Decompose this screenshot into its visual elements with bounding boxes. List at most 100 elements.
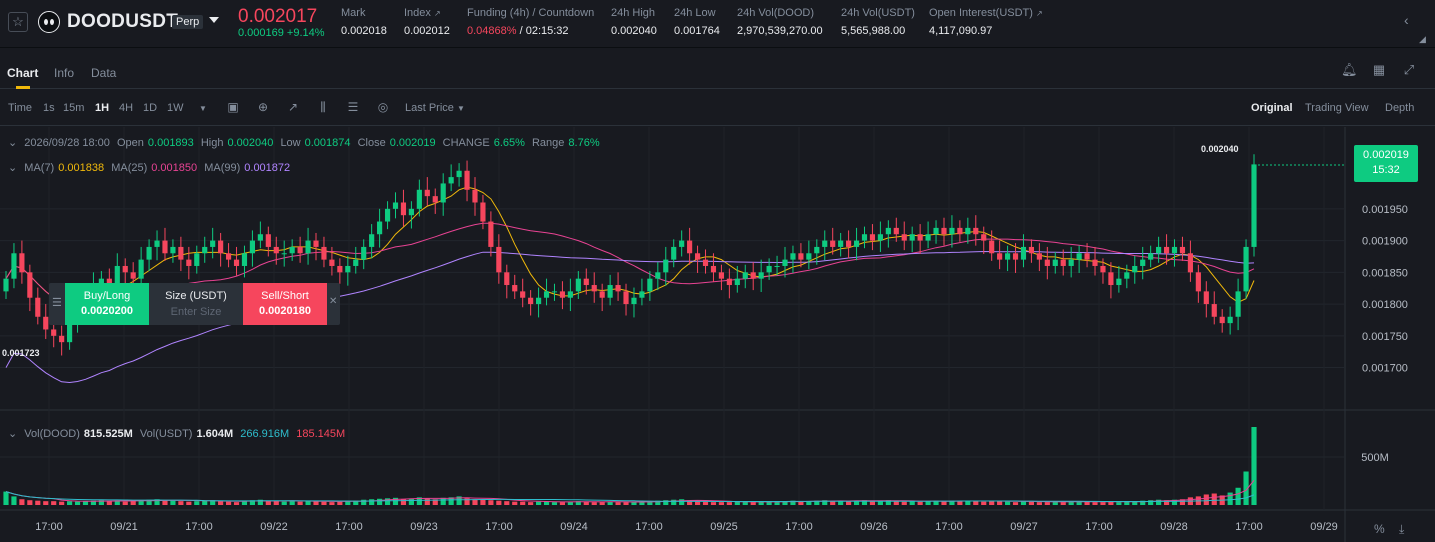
interval-more-chevron-icon[interactable]: ▼ (199, 104, 207, 113)
candle-body (718, 272, 724, 279)
volume-ma-line (5, 479, 1255, 503)
time-tick-label: 17:00 (635, 521, 663, 533)
settings-sliders-icon[interactable]: ☰ (347, 100, 359, 114)
chevron-down-icon[interactable]: ⌄ (8, 137, 18, 149)
candle-body (575, 278, 581, 292)
interval-1h[interactable]: 1H (95, 102, 110, 114)
vol-base-value: 2,970,539,270.00 (737, 25, 823, 37)
price-tick-label: 0.001950 (1362, 204, 1408, 216)
add-indicator-icon[interactable]: ⊕ (257, 100, 269, 114)
interval-1d[interactable]: 1D (143, 102, 158, 114)
time-tick-label: 09/27 (1010, 521, 1038, 533)
volume-bar (997, 501, 1003, 505)
volume-bar (114, 500, 120, 505)
candle-body (957, 227, 963, 235)
volume-bar (416, 497, 422, 505)
favorite-star-icon[interactable]: ☆ (8, 12, 28, 32)
volume-bar (1108, 501, 1114, 505)
open-interest-value: 4,117,090.97 (929, 25, 993, 37)
candle-body (710, 265, 717, 273)
candle-body (1156, 246, 1162, 254)
sell-short-button[interactable]: Sell/Short 0.0020180 (243, 283, 327, 325)
resize-corner-icon[interactable]: ◢ (1419, 34, 1426, 44)
price-chart[interactable]: 0.001950 0.001900 0.001850 0.001800 0.001750… (0, 127, 1435, 542)
candle-body (599, 291, 605, 298)
chevron-down-icon[interactable]: ⌄ (8, 162, 18, 174)
symbol-name[interactable]: DOODUSDT (67, 11, 179, 32)
volume-bar (321, 501, 327, 505)
size-input[interactable]: Enter Size (170, 306, 222, 318)
drag-handle-icon[interactable]: ☰ (52, 297, 62, 309)
candle-body (114, 265, 120, 292)
expand-icon[interactable]: ⤢ (1403, 62, 1415, 77)
calendar-icon[interactable]: ▣ (227, 100, 239, 114)
index-price-stat[interactable]: Index ↗ 0.002012 (404, 7, 450, 37)
candle-body (933, 227, 939, 235)
grid-layout-icon[interactable]: ▦ (1372, 62, 1386, 77)
low-label: Low (280, 137, 301, 149)
candle-type-icon[interactable]: ⫼ (320, 100, 326, 114)
volume-bar (671, 499, 677, 505)
candle-body (1060, 259, 1066, 266)
volume-bar (631, 502, 637, 505)
interval-1w[interactable]: 1W (167, 102, 184, 114)
volume-bar (1092, 502, 1098, 505)
volume-bar (504, 501, 510, 505)
candle-body (615, 285, 621, 292)
close-icon[interactable]: ✕ (329, 296, 338, 307)
size-field[interactable]: Size (USDT) Enter Size (149, 283, 243, 325)
price-tick-label: 0.001700 (1362, 363, 1408, 375)
candle-body (655, 272, 661, 279)
view-original[interactable]: Original (1251, 102, 1293, 114)
external-link-icon: ↗ (433, 9, 441, 18)
candle-body (583, 278, 589, 286)
candle-body (1116, 278, 1122, 286)
volume-bar (973, 501, 979, 505)
candle-body (1140, 259, 1146, 266)
volume-bar (218, 501, 224, 505)
view-trading-view[interactable]: Trading View (1305, 102, 1369, 114)
high-value: 0.002040 (227, 137, 274, 149)
candle-body (687, 240, 693, 254)
price-tick-label: 0.001900 (1362, 236, 1408, 248)
tab-data[interactable]: Data (91, 66, 117, 80)
percent-scale-icon[interactable]: % (1374, 522, 1385, 536)
interval-1s[interactable]: 1s (43, 102, 55, 114)
auto-scale-icon[interactable]: ⤓ (1399, 522, 1405, 536)
volume-bar (1028, 501, 1035, 505)
ma99-value: 0.001872 (244, 162, 291, 174)
chevron-down-icon[interactable]: ⌄ (8, 428, 18, 440)
interval-time[interactable]: Time (8, 102, 33, 114)
candle-body (846, 240, 852, 247)
interval-15m[interactable]: 15m (63, 102, 85, 114)
candle-body (321, 246, 327, 260)
volume-bar (933, 500, 939, 505)
volume-bar (528, 502, 534, 505)
candle-body (122, 265, 128, 273)
interval-4h[interactable]: 4H (119, 102, 134, 114)
candle-body (893, 227, 899, 235)
candle-body (456, 170, 462, 178)
tab-info[interactable]: Info (54, 66, 75, 80)
symbol-dropdown-chevron-icon[interactable] (209, 17, 219, 23)
candle-body (289, 246, 295, 254)
volume-bars (3, 427, 1257, 505)
buy-long-button[interactable]: Buy/Long 0.0020200 (65, 283, 149, 325)
view-depth[interactable]: Depth (1385, 102, 1415, 114)
tab-chart[interactable]: Chart (7, 66, 39, 80)
candle-body (838, 240, 844, 247)
volume-bar (615, 502, 621, 505)
volume-bar (814, 500, 820, 505)
time-tick-label: 09/26 (860, 521, 888, 533)
open-interest-stat[interactable]: Open Interest(USDT) ↗ 4,117,090.97 (929, 7, 1043, 37)
ma25-value: 0.001850 (151, 162, 198, 174)
volume-bar (949, 500, 955, 505)
chevron-left-icon[interactable]: ‹ (1404, 12, 1409, 28)
ma99-line (5, 250, 1255, 384)
candle-body (1251, 164, 1257, 247)
line-chart-icon[interactable]: ↗ (287, 100, 299, 114)
target-icon[interactable]: ◎ (377, 100, 389, 114)
bell-icon[interactable]: 🔔︎ (1341, 62, 1358, 77)
high-value: 0.002040 (611, 25, 657, 37)
price-source-select[interactable]: Last Price ▼ (405, 102, 465, 114)
